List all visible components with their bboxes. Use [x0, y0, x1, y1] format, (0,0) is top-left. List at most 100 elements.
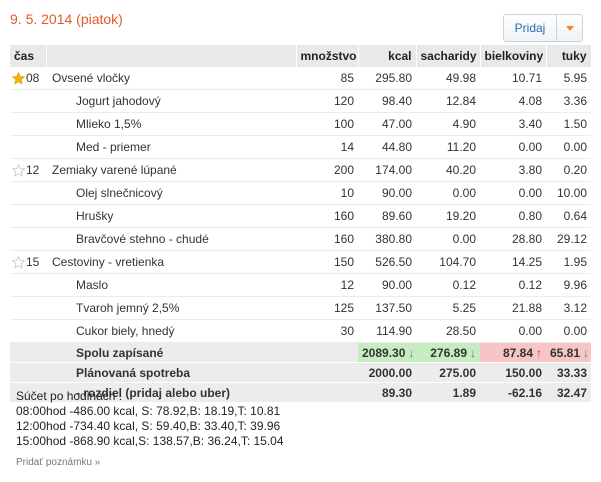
row-time: 08	[10, 67, 46, 90]
food-qty: 160	[296, 204, 358, 228]
food-name[interactable]: Cestoviny - vretienka	[46, 250, 296, 274]
food-carbs: 28.50	[416, 319, 480, 343]
food-qty: 125	[296, 296, 358, 320]
food-fat: 0.00	[546, 319, 591, 343]
add-button[interactable]: Pridaj	[503, 14, 557, 42]
food-protein: 14.25	[480, 250, 546, 274]
table-row[interactable]: 08 Ovsené vločky 85 295.80 49.98 10.71 5.95	[10, 67, 591, 90]
food-name[interactable]: Olej slnečnicový	[46, 181, 296, 205]
food-name[interactable]: Mlieko 1,5%	[46, 112, 296, 136]
food-kcal: 380.80	[358, 227, 416, 251]
food-fat: 3.36	[546, 89, 591, 113]
col-header-name	[46, 45, 297, 67]
food-qty: 14	[296, 135, 358, 159]
row-time	[10, 273, 46, 297]
star-filled-icon[interactable]	[11, 71, 26, 85]
arrow-down-icon: ↓	[583, 345, 590, 360]
food-name[interactable]: Cukor biely, hnedý	[46, 319, 296, 343]
food-qty: 100	[296, 112, 358, 136]
table-row[interactable]: Mlieko 1,5% 100 47.00 4.90 3.40 1.50	[10, 112, 591, 136]
add-note-link[interactable]: Pridať poznámku »	[16, 457, 101, 468]
food-carbs: 49.98	[416, 67, 480, 90]
totals-fat: 65.81 ↓	[546, 342, 591, 363]
food-carbs: 19.20	[416, 204, 480, 228]
food-carbs: 104.70	[416, 250, 480, 274]
plan-fat: 33.33	[546, 362, 591, 383]
food-qty: 160	[296, 227, 358, 251]
summary-line: 12:00hod -734.40 kcal, S: 59.40,B: 33.40…	[16, 419, 281, 433]
food-fat: 1.50	[546, 112, 591, 136]
table-row[interactable]: Med - priemer 14 44.80 11.20 0.00 0.00	[10, 135, 591, 159]
food-carbs: 11.20	[416, 135, 480, 159]
food-carbs: 5.25	[416, 296, 480, 320]
arrow-up-icon: ↑	[536, 345, 542, 360]
table-row[interactable]: 12 Zemiaky varené lúpané 200 174.00 40.20 3.8…	[10, 158, 591, 182]
food-name[interactable]: Bravčové stehno - chudé	[46, 227, 296, 251]
food-kcal: 295.80	[358, 67, 416, 90]
row-time	[10, 112, 46, 136]
food-protein: 0.00	[480, 135, 546, 159]
totals-row: Spolu zapísané 2089.30 ↓ 276.89 ↓ 87.84 ↑ 6…	[10, 342, 591, 363]
food-carbs: 40.20	[416, 158, 480, 182]
food-fat: 9.96	[546, 273, 591, 297]
table-row[interactable]: Bravčové stehno - chudé 160 380.80 0.00 28.8…	[10, 227, 591, 251]
summary-title: Súčet po hodinách :	[16, 389, 123, 403]
food-name[interactable]: Jogurt jahodový	[46, 89, 296, 113]
star-outline-icon[interactable]	[11, 163, 26, 177]
table-row[interactable]: Olej slnečnicový 10 90.00 0.00 0.00 10.00	[10, 181, 591, 205]
food-fat: 3.12	[546, 296, 591, 320]
food-fat: 0.20	[546, 158, 591, 182]
summary-line: 15:00hod -868.90 kcal,S: 138.57,B: 36.24…	[16, 434, 284, 448]
food-qty: 85	[296, 67, 358, 90]
date-title: 9. 5. 2014 (piatok)	[10, 11, 123, 27]
diff-row: - rozdiel (pridaj alebo uber) 89.30 1.89…	[10, 382, 591, 403]
food-name[interactable]: Med - priemer	[46, 135, 296, 159]
add-dropdown-toggle[interactable]	[557, 14, 583, 42]
add-button-group: Pridaj	[503, 14, 583, 42]
table-row[interactable]: Hrušky 160 89.60 19.20 0.80 0.64	[10, 204, 591, 228]
food-name[interactable]: Hrušky	[46, 204, 296, 228]
food-name[interactable]: Ovsené vločky	[46, 67, 296, 90]
food-protein: 4.08	[480, 89, 546, 113]
col-header-carbs: sacharidy	[416, 45, 481, 67]
plan-protein: 150.00	[480, 362, 546, 383]
diff-carbs: 1.89	[416, 382, 480, 403]
table-row[interactable]: 15 Cestoviny - vretienka 150 526.50 104.70 14…	[10, 250, 591, 274]
row-time	[10, 227, 46, 251]
star-outline-icon[interactable]	[11, 255, 26, 269]
plan-carbs: 275.00	[416, 362, 480, 383]
food-protein: 0.12	[480, 273, 546, 297]
food-fat: 0.00	[546, 135, 591, 159]
food-qty: 200	[296, 158, 358, 182]
diff-label: - rozdiel (pridaj alebo uber)	[46, 382, 296, 403]
food-kcal: 526.50	[358, 250, 416, 274]
food-kcal: 90.00	[358, 273, 416, 297]
hourly-summary: Súčet po hodinách : 08:00hod -486.00 kca…	[16, 389, 284, 449]
plan-label: Plánovaná spotreba	[46, 362, 296, 383]
food-qty: 30	[296, 319, 358, 343]
food-qty: 10	[296, 181, 358, 205]
food-kcal: 174.00	[358, 158, 416, 182]
food-protein: 21.88	[480, 296, 546, 320]
table-row[interactable]: Maslo 12 90.00 0.12 0.12 9.96	[10, 273, 591, 297]
food-kcal: 44.80	[358, 135, 416, 159]
diff-fat: 32.47	[546, 382, 591, 403]
arrow-down-icon: ↓	[470, 345, 476, 360]
food-name[interactable]: Tvaroh jemný 2,5%	[46, 296, 296, 320]
row-time	[10, 204, 46, 228]
food-protein: 3.40	[480, 112, 546, 136]
table-row[interactable]: Jogurt jahodový 120 98.40 12.84 4.08 3.36	[10, 89, 591, 113]
diff-kcal: 89.30	[358, 382, 416, 403]
row-time	[10, 89, 46, 113]
col-header-protein: bielkoviny	[480, 45, 547, 67]
food-qty: 150	[296, 250, 358, 274]
table-row[interactable]: Cukor biely, hnedý 30 114.90 28.50 0.00 0.00	[10, 319, 591, 343]
caret-down-icon	[565, 25, 574, 31]
table-row[interactable]: Tvaroh jemný 2,5% 125 137.50 5.25 21.88 3.12	[10, 296, 591, 320]
food-protein: 3.80	[480, 158, 546, 182]
food-name[interactable]: Zemiaky varené lúpané	[46, 158, 296, 182]
food-carbs: 12.84	[416, 89, 480, 113]
food-carbs: 0.00	[416, 181, 480, 205]
row-time: 15	[10, 250, 46, 274]
food-name[interactable]: Maslo	[46, 273, 296, 297]
